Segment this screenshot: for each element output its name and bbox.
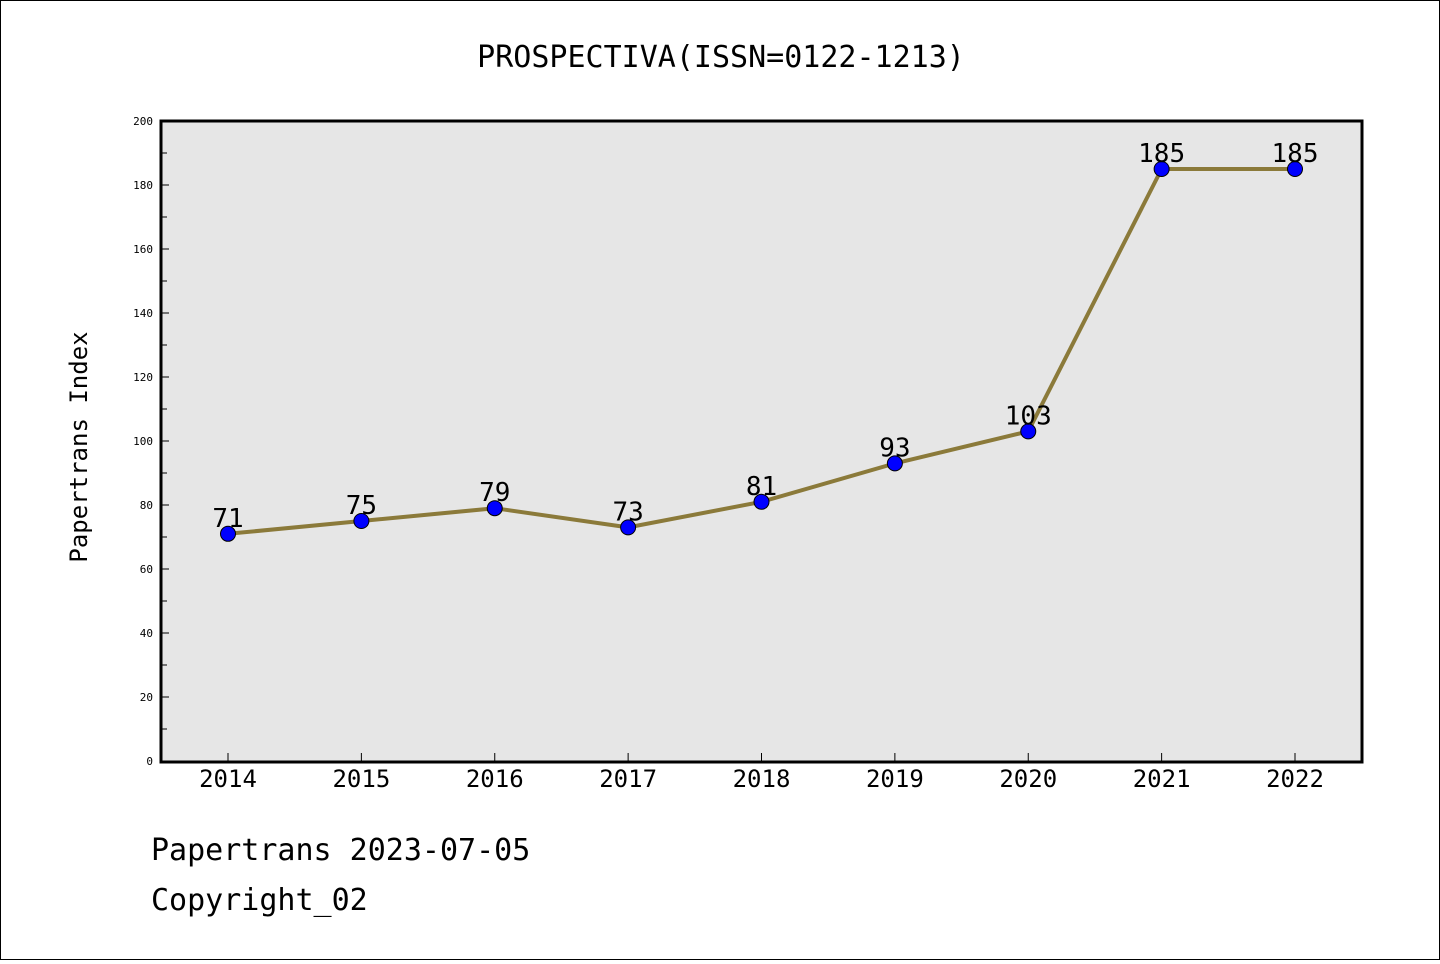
data-label: 185	[1138, 139, 1185, 169]
data-point	[1020, 423, 1037, 440]
data-point	[1153, 161, 1170, 177]
footer-copyright: Copyright_02	[151, 883, 368, 918]
x-tick-label: 2015	[332, 765, 390, 793]
y-tick-label: 100	[133, 435, 153, 448]
x-tick-label: 2014	[199, 765, 257, 793]
data-label: 79	[479, 478, 510, 508]
data-point	[220, 525, 236, 542]
y-tick-label: 200	[133, 115, 153, 128]
data-point	[753, 493, 770, 510]
data-point	[1287, 161, 1303, 177]
data-point	[486, 500, 503, 517]
y-tick-label: 140	[133, 307, 153, 320]
footer-date-line: Papertrans 2023-07-05	[151, 833, 531, 868]
x-tick-label: 2017	[599, 765, 657, 793]
y-tick-label: 0	[146, 755, 153, 768]
data-label: 93	[879, 433, 910, 463]
data-label: 75	[346, 491, 377, 521]
data-point	[886, 455, 903, 472]
chart-title: PROSPECTIVA(ISSN=0122-1213)	[477, 40, 965, 75]
y-tick-label: 180	[133, 179, 153, 192]
y-tick-label: 80	[140, 499, 153, 512]
data-point	[353, 513, 370, 529]
data-label: 81	[746, 472, 777, 502]
data-label: 103	[1005, 401, 1052, 431]
data-label: 185	[1272, 139, 1319, 169]
data-label: 71	[212, 504, 243, 534]
x-tick-label: 2020	[999, 765, 1057, 793]
x-tick-label: 2016	[466, 765, 524, 793]
x-axis: 2014 2015 2016 2017 2018 2019 2020 2021 2022	[199, 753, 1324, 793]
y-axis-label: Papertrans Index	[65, 331, 93, 562]
series-layer: 71 75 79 73 81 93 103 185 185	[212, 139, 1319, 542]
data-label: 73	[612, 497, 643, 527]
y-tick-label: 20	[140, 691, 153, 704]
x-tick-label: 2021	[1133, 765, 1191, 793]
y-tick-label: 160	[133, 243, 153, 256]
plot-area	[159, 119, 1364, 764]
x-tick-label: 2018	[733, 765, 791, 793]
y-axis: 0 20 40 60 80 100 120 140 160 180 200	[133, 115, 169, 768]
y-tick-label: 120	[133, 371, 153, 384]
x-tick-label: 2022	[1266, 765, 1324, 793]
y-tick-label: 60	[140, 563, 153, 576]
x-tick-label: 2019	[866, 765, 924, 793]
y-tick-label: 40	[140, 627, 153, 640]
data-point	[620, 519, 637, 536]
